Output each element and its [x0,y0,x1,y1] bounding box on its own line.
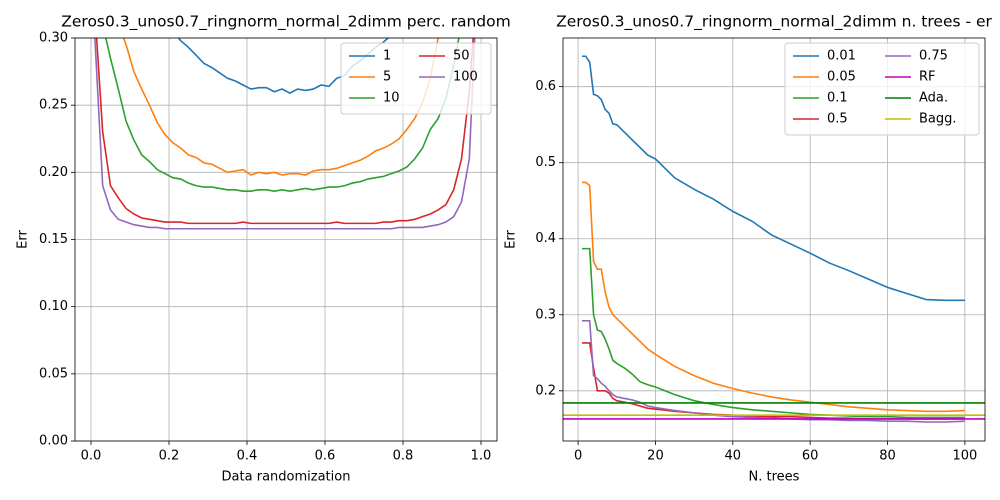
x-tick-label: 0 [574,449,582,464]
legend: 0.01 0.05 0.1 0.5 0.75 RF Ada. Bagg. [784,42,980,136]
legend-label: RF [919,70,936,85]
y-tick-label: 0.5 [535,155,556,170]
y-tick-label: 0.05 [39,366,68,381]
y-tick-label: 0.4 [535,231,556,246]
y-tick-label: 0.15 [39,232,68,247]
axes-frame [74,37,498,442]
legend-box [784,42,980,136]
y-tick-label: 0.3 [535,307,556,322]
y-tick-label: 0.20 [39,165,68,180]
legend-label: 1 [383,49,391,64]
x-tick-label: 0.4 [237,449,258,464]
x-tick-label: 0.0 [81,449,102,464]
legend-box [340,42,492,115]
legend-label: 0.5 [827,112,848,127]
x-tick-label: 40 [725,449,742,464]
series-line [94,38,476,230]
y-axis-label: Err [16,230,31,249]
legend: 1 5 10 50 100 [340,42,492,115]
legend-label: Bagg. [919,112,957,127]
x-tick-label: 60 [802,449,819,464]
legend-label: Ada. [919,91,948,106]
x-tick-label: 20 [647,449,664,464]
legend-label: 10 [383,91,400,106]
y-tick-label: 0.2 [535,383,556,398]
legend-label: 0.01 [827,49,856,64]
x-axis-label: N. trees [749,470,800,485]
x-tick-label: 0.8 [393,449,414,464]
chart-title: Zeros0.3_unos0.7_ringnorm_normal_2dimm n… [556,13,992,32]
series-line [177,38,390,94]
y-tick-label: 0.10 [39,299,68,314]
x-axis-label: Data randomization [222,470,351,485]
legend-label: 100 [453,70,478,85]
series-line [581,247,965,419]
x-tick-label: 0.6 [315,449,336,464]
series-line [581,55,965,302]
series-line [95,38,475,225]
legend-label: 5 [383,70,391,85]
x-tick-label: 80 [879,449,896,464]
plot-lines [94,38,476,230]
subplot: 0.0 0.2 0.4 0.6 0.8 1.0 0.00 0.05 0.10 0.15 0.20 0.… [16,13,511,485]
plot-lines [563,55,985,423]
legend-label: 0.75 [919,49,948,64]
x-tick-label: 100 [952,449,977,464]
chart-title: Zeros0.3_unos0.7_ringnorm_normal_2dimm p… [61,13,510,32]
y-axis-label: Err [504,230,519,249]
x-tick-label: 0.2 [159,449,180,464]
legend-label: 50 [453,49,470,64]
series-line [122,38,439,176]
legend-label: 0.05 [827,70,856,85]
y-tick-label: 0.25 [39,98,68,113]
series-line [104,38,460,192]
series-line [581,181,965,413]
y-tick-label: 0.30 [39,31,68,46]
legend-label: 0.1 [827,91,848,106]
y-tick-label: 0.6 [535,79,556,94]
series-line [581,320,965,423]
subplot: 0 20 40 60 80 100 0.2 0.3 0.4 0.5 0.6 Zeros0.3_unos… [504,13,993,485]
axes-frame [562,37,986,442]
y-tick-label: 0.00 [39,434,68,449]
x-tick-label: 1.0 [471,449,492,464]
